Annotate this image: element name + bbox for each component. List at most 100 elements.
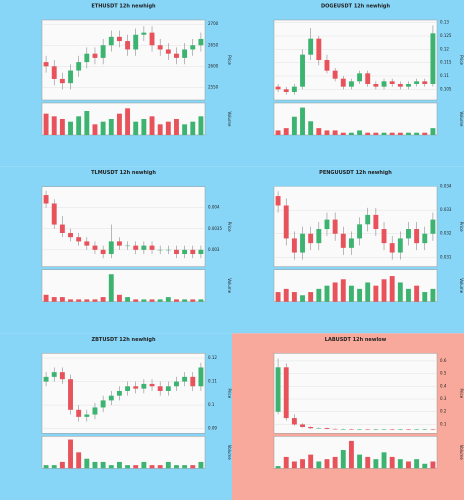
candle-body xyxy=(43,195,49,204)
volume-bar xyxy=(308,454,314,469)
candle-body xyxy=(198,249,204,255)
volume-bar xyxy=(381,452,387,469)
candle-body xyxy=(300,54,305,87)
candle-body xyxy=(414,429,420,430)
candle-body xyxy=(365,429,371,430)
y-tick-label: 0.033 xyxy=(440,207,452,212)
volume-bar xyxy=(116,113,122,135)
candle-body xyxy=(51,203,57,225)
volume-bar xyxy=(51,116,57,135)
chart-title: ZBTUSDT 12h newhigh xyxy=(91,337,155,343)
candle-body xyxy=(332,70,338,79)
volume-bar xyxy=(116,294,122,302)
volume-bar xyxy=(84,458,90,469)
volume-bar xyxy=(373,459,379,469)
volume-bar xyxy=(59,297,65,302)
volume-bar xyxy=(68,299,73,302)
candle-body xyxy=(300,233,305,253)
candle-body xyxy=(332,428,338,430)
volume-bar xyxy=(406,461,411,469)
candle-body xyxy=(389,81,395,84)
volume-bar xyxy=(422,292,428,302)
candle-body xyxy=(308,233,314,244)
candle-body xyxy=(324,428,330,429)
volume-bar xyxy=(283,128,289,135)
candle-body xyxy=(133,386,139,389)
volume-bar xyxy=(43,113,49,135)
candle-body xyxy=(182,249,188,255)
candle-body xyxy=(422,81,428,84)
candle-body xyxy=(51,372,57,377)
volume-bar xyxy=(389,456,395,469)
volume-bar xyxy=(190,465,196,469)
candle-body xyxy=(324,219,330,230)
volume-bar xyxy=(174,465,179,469)
candle-body xyxy=(365,73,371,84)
candle-body xyxy=(84,241,90,246)
volume-bar xyxy=(316,461,322,469)
volume-bar xyxy=(174,119,179,135)
candle-body xyxy=(406,229,411,239)
volume-axis-label: Volume xyxy=(459,112,464,127)
candle-body xyxy=(373,429,379,430)
y-tick-label: 0.105 xyxy=(440,86,452,91)
volume-bar xyxy=(149,116,155,135)
volume-bar xyxy=(332,130,338,135)
volume-bar xyxy=(84,111,90,135)
candle-body xyxy=(68,70,73,84)
volume-bar xyxy=(365,282,371,302)
price-plot xyxy=(41,186,206,267)
candle-body xyxy=(157,386,163,391)
y-tick-label: 0.6 xyxy=(440,358,447,363)
candle-body xyxy=(283,367,289,419)
volume-bar xyxy=(373,285,379,302)
volume-bar xyxy=(165,297,171,302)
volume-bar xyxy=(414,132,420,135)
volume-bar xyxy=(283,288,289,302)
volume-bar xyxy=(92,124,98,135)
candle-body xyxy=(141,245,147,250)
candle-body xyxy=(84,53,90,63)
price-plot xyxy=(273,186,438,267)
volume-bar xyxy=(133,121,139,135)
candle-body xyxy=(291,86,297,92)
volume-bar xyxy=(430,288,436,302)
candle-body xyxy=(357,429,363,430)
volume-plot xyxy=(273,102,438,136)
volume-bar xyxy=(59,461,65,469)
candle-body xyxy=(100,45,106,58)
volume-bar xyxy=(100,297,106,302)
volume-bar xyxy=(308,121,314,135)
candle-body xyxy=(340,233,346,248)
volume-axis-label: Volume xyxy=(227,112,232,127)
candle-body xyxy=(348,429,354,430)
candle-body xyxy=(100,400,106,408)
candle-body xyxy=(125,245,131,247)
volume-bar xyxy=(357,288,363,302)
volume-bar xyxy=(316,128,322,135)
candle-body xyxy=(141,383,147,389)
candle-body xyxy=(316,428,322,429)
volume-bar xyxy=(332,282,338,302)
candle-body xyxy=(422,429,428,430)
volume-bar xyxy=(300,107,305,135)
candle-body xyxy=(373,84,379,87)
price-plot xyxy=(273,353,438,434)
candle-body xyxy=(116,241,122,246)
volume-bar xyxy=(165,121,171,135)
candle-body xyxy=(430,33,436,84)
y-tick-label: 0.12 xyxy=(440,46,449,51)
volume-bar xyxy=(141,461,147,469)
volume-bar xyxy=(300,459,305,469)
volume-bar xyxy=(100,121,106,135)
candle-body xyxy=(275,86,281,90)
volume-bar xyxy=(348,285,354,302)
y-tick-label: 0.034 xyxy=(440,184,452,189)
volume-bar xyxy=(340,279,346,302)
candle-body xyxy=(165,386,171,391)
candle-body xyxy=(340,78,346,87)
volume-bar xyxy=(125,108,131,135)
y-axis-label: Price xyxy=(459,222,464,232)
volume-bar xyxy=(92,461,98,469)
candle-body xyxy=(182,49,188,58)
